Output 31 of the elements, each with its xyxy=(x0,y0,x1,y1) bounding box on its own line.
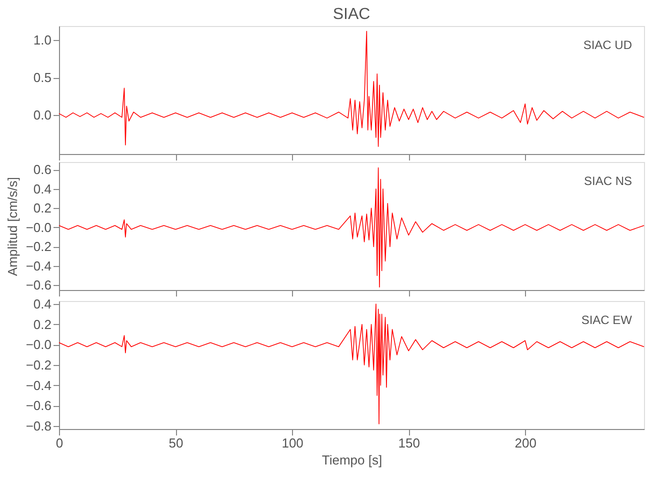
y-tick-label: 0.2 xyxy=(33,200,52,216)
x-tick-label: 150 xyxy=(398,436,420,450)
y-tick-label: −0.2 xyxy=(26,358,52,372)
y-tick-label: −0.0 xyxy=(26,337,52,352)
line-series xyxy=(58,304,644,424)
y-tick-label: −0.4 xyxy=(26,258,52,274)
line-series xyxy=(58,30,644,147)
chart-title: SIAC xyxy=(332,6,370,23)
y-axis-title: Amplitud [cm/s/s] xyxy=(4,177,20,276)
y-tick-label: 1.0 xyxy=(33,32,52,48)
annotation: SIAC EW xyxy=(581,313,633,327)
y-tick-label: −0.0 xyxy=(26,220,52,235)
annotation: SIAC NS xyxy=(584,174,632,188)
line-series xyxy=(58,167,644,288)
y-tick-label: 0.5 xyxy=(33,70,52,86)
y-tick-label: −0.8 xyxy=(26,418,52,434)
x-tick-label: 50 xyxy=(168,436,184,450)
y-tick-label: 0.4 xyxy=(33,296,52,312)
y-tick-label: 0.4 xyxy=(33,181,52,196)
y-tick-label: −0.6 xyxy=(26,398,52,414)
annotation: SIAC UD xyxy=(583,38,632,52)
x-tick-label: 200 xyxy=(514,436,536,450)
y-tick-label: 0.0 xyxy=(33,108,52,123)
x-tick-label: 100 xyxy=(282,436,304,450)
y-tick-label: 0.2 xyxy=(33,316,52,332)
y-tick-label: −0.2 xyxy=(26,239,52,254)
x-axis-title: Tiempo [s] xyxy=(322,452,382,468)
y-tick-label: 0.6 xyxy=(33,162,52,178)
x-tick-label: 0 xyxy=(56,436,64,450)
y-tick-label: −0.6 xyxy=(26,278,52,293)
y-tick-label: −0.4 xyxy=(26,378,52,393)
